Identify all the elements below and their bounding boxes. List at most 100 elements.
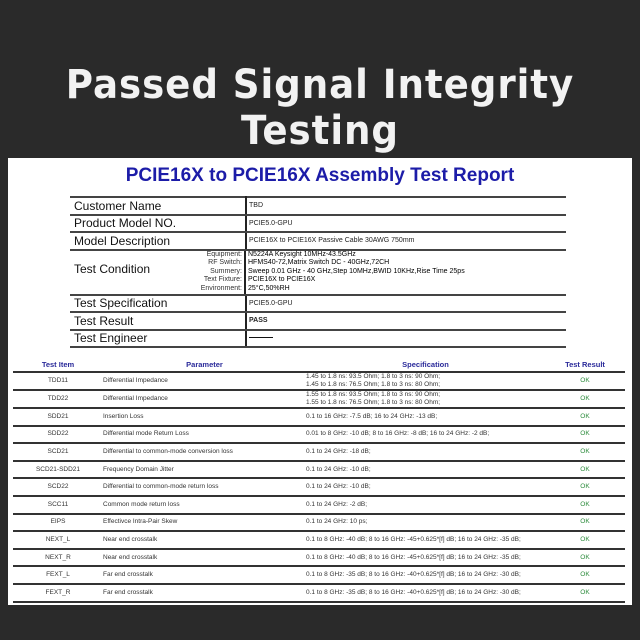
header-test-item: Test Item (13, 357, 103, 373)
value: PCIE5.0-GPU (246, 293, 566, 313)
parameter: Near end crosstalk (103, 548, 306, 568)
specification: 0.1 to 16 GHz: -7.5 dB; 16 to 24 GHz: -1… (306, 408, 545, 427)
row-customer-name: Customer Name TBD (70, 196, 566, 216)
spec-line: 0.1 to 24 GHz: -10 dB; (306, 465, 371, 473)
table-row: SCD22 Differential to common-mode return … (13, 478, 625, 497)
table-row: SDD21 Insertion Loss 0.1 to 16 GHz: -7.5 d… (13, 408, 625, 427)
label: Model Description (70, 231, 247, 251)
specification: 0.1 to 24 GHz: -10 dB; (306, 478, 545, 497)
result-ok: OK (545, 495, 625, 515)
value: PCIE5.0-GPU (246, 213, 566, 233)
parameter: Frequency Domain Jitter (103, 460, 306, 480)
specification: 1.45 to 1.8 ns: 93.5 Ohm; 1.8 to 3 ns: 9… (306, 372, 545, 391)
test-item: NEXT_L (13, 531, 103, 550)
test-item: SCD21-SDD21 (13, 460, 103, 480)
specification: 0.1 to 24 GHz: -2 dB; (306, 495, 545, 515)
spec-line: 1.45 to 1.8 ns: 93.5 Ohm; 1.8 to 3 ns: 9… (306, 373, 441, 380)
test-item: SDD21 (13, 408, 103, 427)
row-test-specification: Test Specification PCIE5.0-GPU (70, 293, 566, 313)
condition-key: Equipment: (206, 250, 242, 258)
condition-value: 25°C,50%RH (248, 284, 290, 292)
spec-line: 0.1 to 8 GHz: -40 dB; 8 to 16 GHz: -45+0… (306, 535, 521, 543)
condition-key: RF Switch: (208, 259, 242, 267)
result-ok: OK (545, 460, 625, 480)
spec-line: 0.1 to 8 GHz: -35 dB; 8 to 16 GHz: -40+0… (306, 571, 521, 579)
table-row: FEXT_L Far end crosstalk 0.1 to 8 GHz: -35… (13, 566, 625, 585)
specification: 1.55 to 1.8 ns: 93.5 Ohm; 1.8 to 3 ns: 9… (306, 390, 545, 409)
result-ok: OK (545, 478, 625, 497)
spec-line: 0.1 to 24 GHz: -10 dB; (306, 483, 371, 491)
report-info-table: Customer Name TBD Product Model NO. PCIE5.… (70, 196, 566, 348)
spec-line: 1.55 to 1.8 ns: 76.5 Ohm; 1.8 to 3 ns: 8… (306, 399, 441, 406)
parameter: Differential mode Return Loss (103, 425, 306, 445)
test-item: TDD11 (13, 372, 103, 391)
value: PCIE16X to PCIE16X Passive Cable 30AWG 7… (246, 231, 566, 251)
table-row: FEXT_R Far end crosstalk 0.1 to 8 GHz: -35… (13, 583, 625, 603)
test-item: SDD22 (13, 425, 103, 445)
label: Test Condition (74, 261, 151, 276)
label: Test Engineer (70, 328, 247, 348)
test-item: FEXT_R (13, 583, 103, 603)
parameter: Differential Impedance (103, 372, 306, 391)
specification: 0.1 to 8 GHz: -35 dB; 8 to 16 GHz: -40+0… (306, 583, 545, 603)
label: Product Model NO. (70, 213, 247, 233)
parameter: Far end crosstalk (103, 566, 306, 585)
condition-value: N5224A Keysight 10MHz-43.5GHz (248, 250, 356, 258)
table-row: NEXT_R Near end crosstalk 0.1 to 8 GHz: -4… (13, 548, 625, 568)
test-item: FEXT_L (13, 566, 103, 585)
specification: 0.1 to 24 GHz: 10 ps; (306, 513, 545, 533)
report-title: PCIE16X to PCIE16X Assembly Test Report (125, 165, 515, 186)
header-specification: Specification (306, 357, 545, 373)
parameter: Insertion Loss (103, 408, 306, 427)
result-ok: OK (545, 513, 625, 533)
parameter: Near end crosstalk (103, 531, 306, 550)
spec-line: 0.1 to 24 GHz: 10 ps; (306, 518, 368, 526)
specification: 0.1 to 8 GHz: -40 dB; 8 to 16 GHz: -45+0… (306, 531, 545, 550)
label: Test Specification (70, 293, 247, 313)
spec-line: 1.55 to 1.8 ns: 93.5 Ohm; 1.8 to 3 ns: 9… (306, 391, 441, 398)
blank-line (249, 337, 273, 339)
result-ok: OK (545, 583, 625, 603)
spec-line: 0.1 to 24 GHz: -2 dB; (306, 500, 368, 508)
test-results-table: Test Item Parameter Specification Test R… (13, 357, 625, 603)
spec-line: 0.1 to 16 GHz: -7.5 dB; 16 to 24 GHz: -1… (306, 412, 438, 420)
table-row: SCD21 Differential to common-mode convers… (13, 443, 625, 462)
condition-value: Sweep 0.01 GHz - 40 GHz,Step 10MHz,BWID … (248, 267, 465, 275)
result-ok: OK (545, 443, 625, 462)
table-row: TDD22 Differential Impedance 1.55 to 1.8 n… (13, 390, 625, 409)
condition-key: Environment: (200, 284, 242, 292)
test-item: EIPS (13, 513, 103, 533)
row-model-description: Model Description PCIE16X to PCIE16X Pass… (70, 231, 566, 251)
test-item: SCC11 (13, 495, 103, 515)
parameter: Effectivce Intra-Pair Skew (103, 513, 306, 533)
result-ok: OK (545, 566, 625, 585)
specification: 0.1 to 24 GHz: -10 dB; (306, 460, 545, 480)
row-test-condition: Test Condition Equipment: RF Switch: Summe… (70, 248, 566, 296)
header-test-result: Test Result (545, 357, 625, 373)
result-ok: OK (545, 372, 625, 391)
test-item: SCD21 (13, 443, 103, 462)
parameter: Differential Impedance (103, 390, 306, 409)
parameter: Far end crosstalk (103, 583, 306, 603)
table-row: SCC11 Common mode return loss 0.1 to 24 GH… (13, 495, 625, 515)
parameter: Differential to common-mode conversion l… (103, 443, 306, 462)
table-row: SDD22 Differential mode Return Loss 0.01 t… (13, 425, 625, 445)
condition-key: Text Fixture: (203, 276, 242, 284)
spec-line: 0.01 to 8 GHz: -10 dB; 8 to 16 GHz: -8 d… (306, 430, 490, 438)
table-row: NEXT_L Near end crosstalk 0.1 to 8 GHz: -4… (13, 531, 625, 550)
spec-line: 1.45 to 1.8 ns: 76.5 Ohm; 1.8 to 3 ns: 8… (306, 381, 441, 388)
specification: 0.01 to 8 GHz: -10 dB; 8 to 16 GHz: -8 d… (306, 425, 545, 445)
label: Customer Name (70, 196, 247, 216)
row-test-result: Test Result PASS (70, 311, 566, 331)
condition-key: Summery: (210, 267, 242, 275)
result-ok: OK (545, 548, 625, 568)
test-item: TDD22 (13, 390, 103, 409)
result-ok: OK (545, 425, 625, 445)
parameter: Differential to common-mode return loss (103, 478, 306, 497)
row-product-model: Product Model NO. PCIE5.0-GPU (70, 213, 566, 233)
pass-value: PASS (246, 311, 566, 331)
result-ok: OK (545, 390, 625, 409)
condition-value: PCIE16X to PCIE16X (248, 276, 316, 284)
header-parameter: Parameter (103, 357, 306, 373)
condition-value: HFMS40-72,Matrix Switch DC - 40GHz,72CH (248, 259, 390, 267)
